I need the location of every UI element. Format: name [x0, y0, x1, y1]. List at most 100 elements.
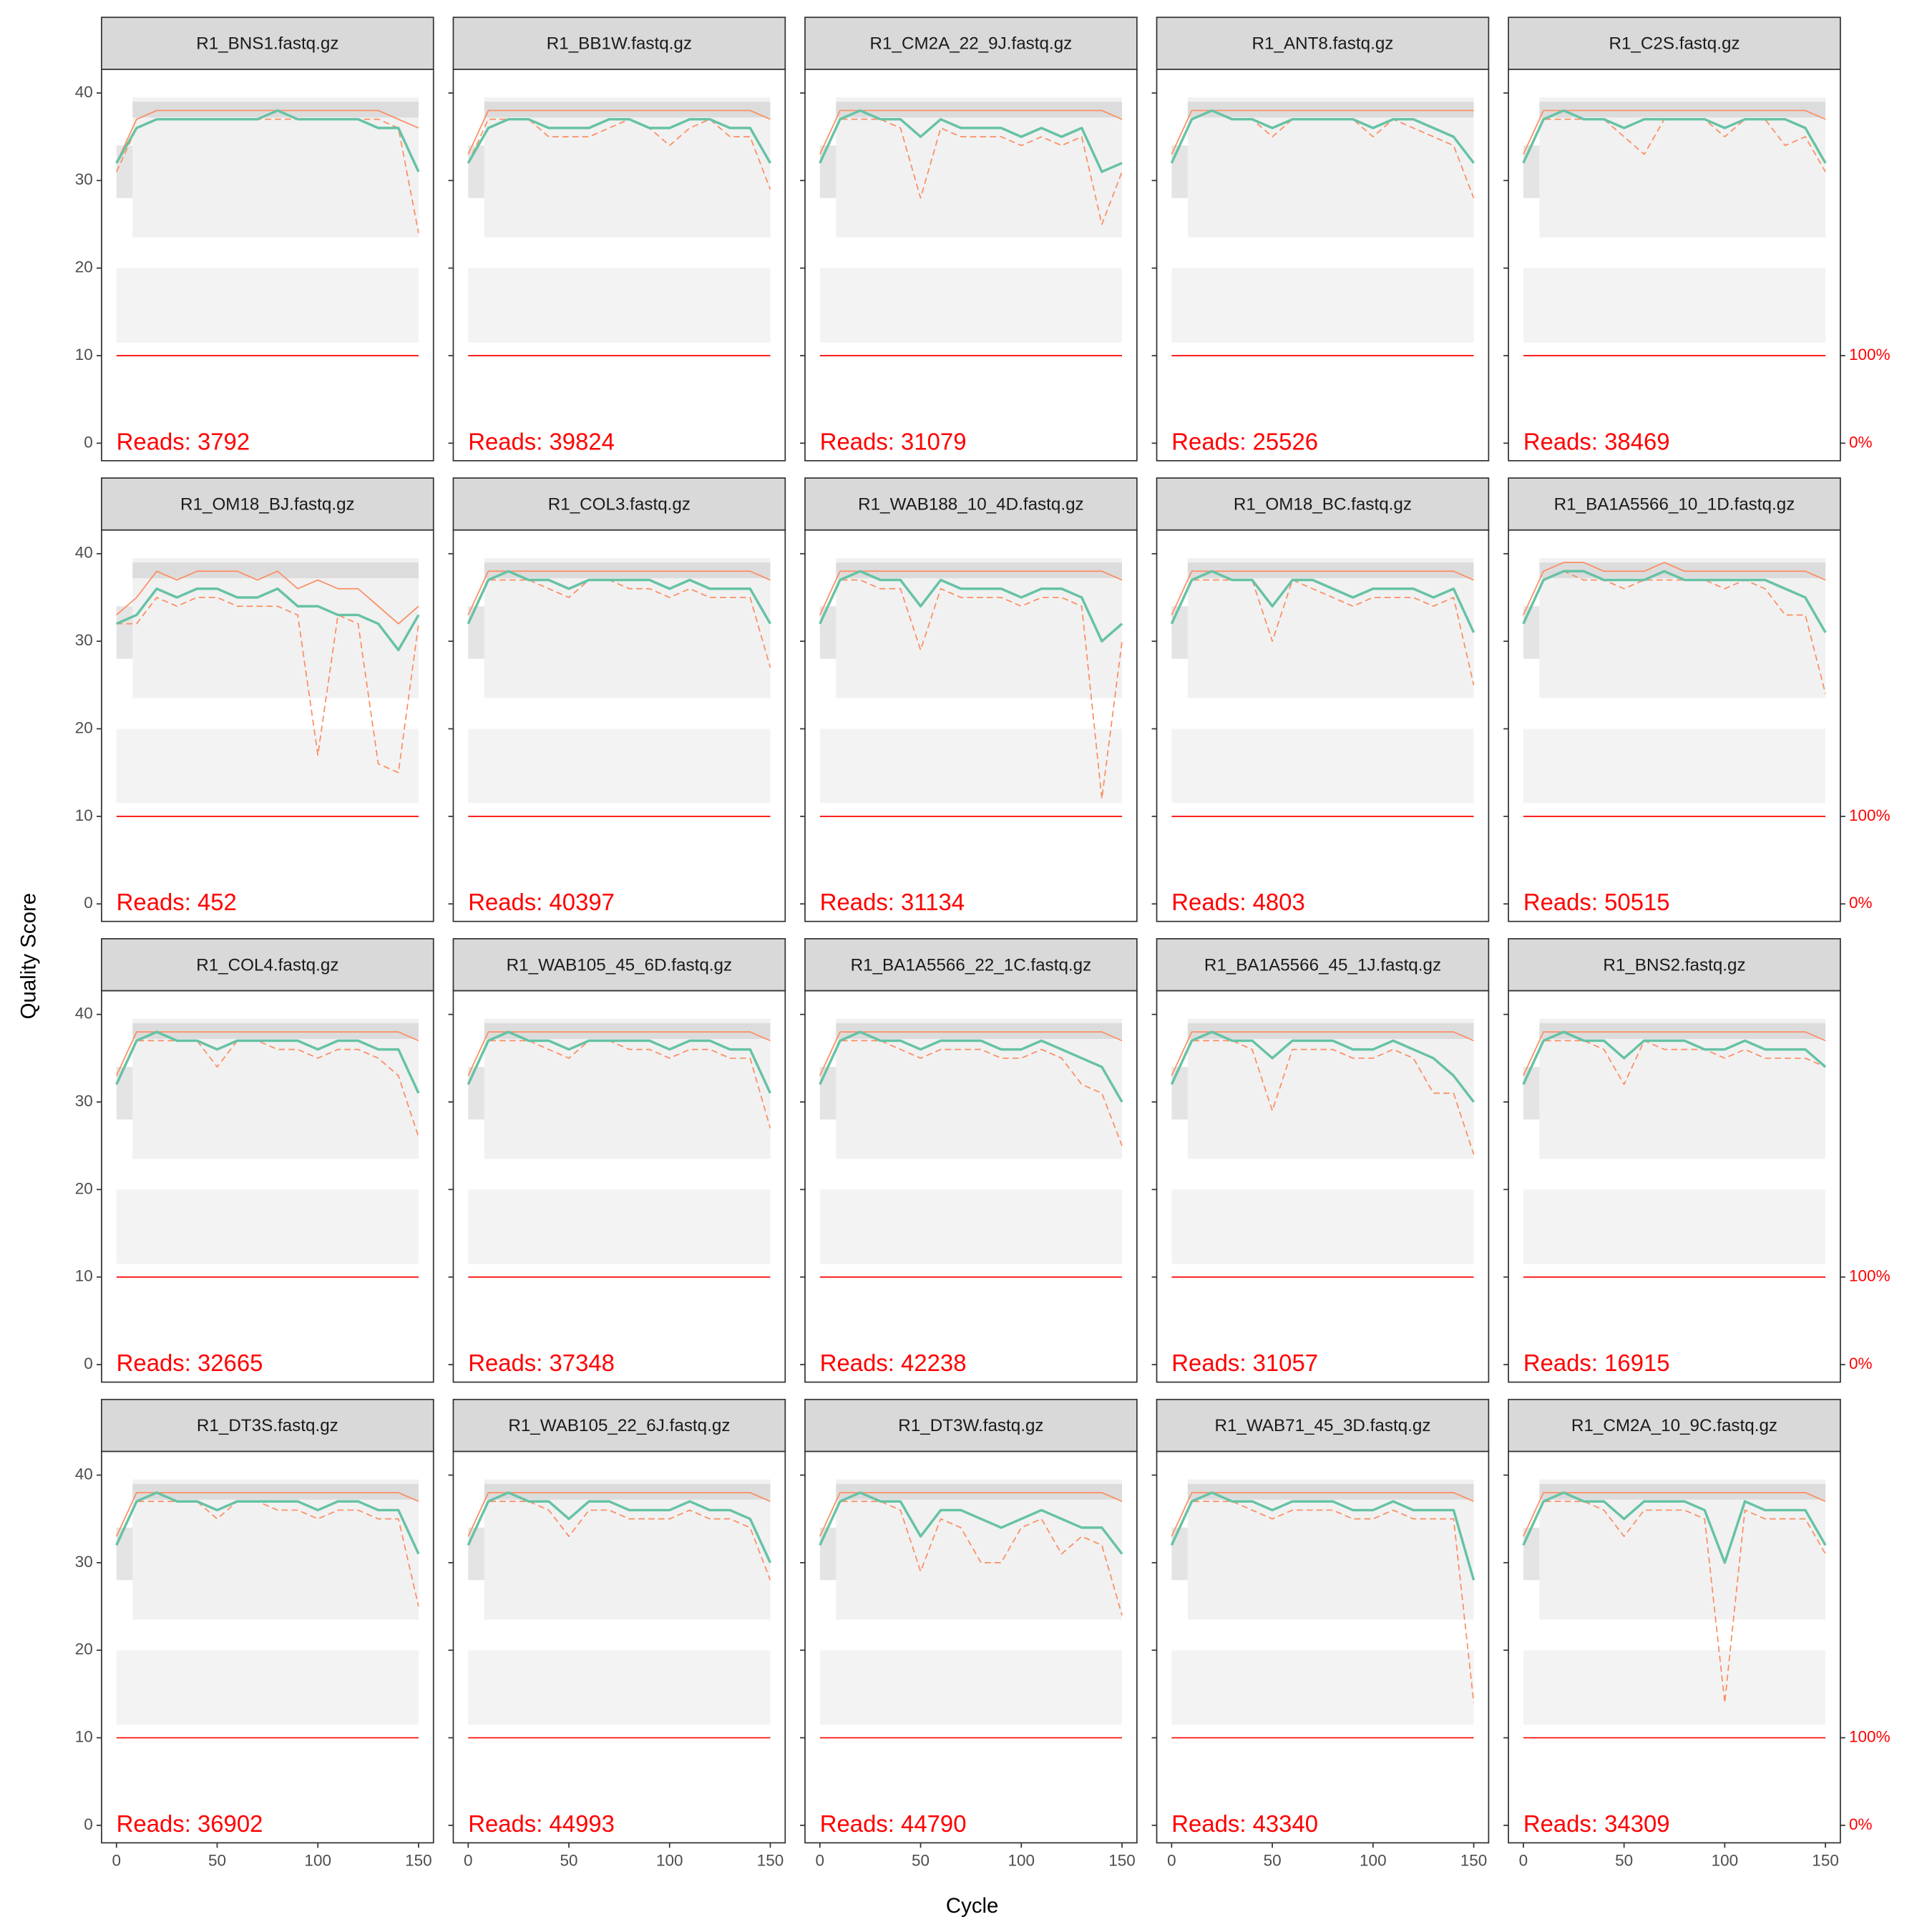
panel-border	[1156, 990, 1490, 1383]
panel-border	[804, 529, 1138, 922]
panel-border	[101, 990, 434, 1383]
heatmap-bg	[1523, 1067, 1540, 1120]
heatmap-bg	[1539, 97, 1826, 238]
quality-line	[467, 109, 771, 155]
heatmap-bg	[1171, 268, 1474, 343]
strip-title: R1_BB1W.fastq.gz	[547, 34, 692, 54]
x-tick-label: 100	[1360, 1851, 1387, 1869]
x-axis-title: Cycle	[946, 1894, 999, 1918]
heatmap-bg	[116, 1650, 419, 1725]
strip	[452, 477, 786, 531]
heatmap-bg	[1187, 1483, 1474, 1500]
y-tick-label: 20	[75, 1640, 93, 1658]
x-tick-label: 50	[1615, 1851, 1633, 1869]
reads-annotation: Reads: 16915	[1523, 1350, 1670, 1376]
strip-title: R1_WAB71_45_3D.fastq.gz	[1214, 1416, 1430, 1435]
facet: R1_COL3.fastq.gz Reads: 40397	[448, 477, 786, 922]
strip-title: R1_COL4.fastq.gz	[196, 955, 338, 975]
quality-line	[1523, 1492, 1826, 1537]
reads-annotation: Reads: 43340	[1171, 1810, 1318, 1837]
facet: R1_OM18_BC.fastq.gz Reads: 4803	[1151, 477, 1490, 922]
facet: R1_BA1A5566_10_1D.fastq.gz Reads: 50515 0%…	[1503, 477, 1890, 922]
heatmap-bg	[836, 1483, 1123, 1500]
quality-line	[819, 118, 1123, 225]
facet: R1_ANT8.fastq.gz Reads: 25526	[1151, 16, 1490, 462]
quality-line	[467, 1501, 771, 1581]
panel-border	[452, 990, 786, 1383]
y-tick-label: 30	[75, 1092, 93, 1110]
panel-border	[1508, 1450, 1841, 1844]
heatmap-bg	[132, 1479, 419, 1620]
heatmap-bg	[1523, 1650, 1826, 1725]
strip-title: R1_BNS1.fastq.gz	[196, 34, 338, 54]
heatmap-bg	[836, 562, 1123, 579]
heatmap-bg	[1523, 606, 1540, 659]
heatmap-bg	[1523, 145, 1540, 198]
quality-line	[1522, 109, 1827, 164]
quality-line	[1523, 570, 1826, 694]
heatmap-bg	[116, 1527, 133, 1581]
strip	[804, 938, 1138, 992]
facet: R1_BA1A5566_45_1J.fastq.gz Reads: 31057	[1151, 938, 1490, 1383]
quality-line	[1522, 1491, 1827, 1564]
quality-line	[115, 1040, 419, 1138]
facet: R1_COL4.fastq.gz Reads: 32665 0 10 20 30 40	[75, 938, 434, 1383]
quality-line	[115, 1492, 419, 1537]
x-tick-label: 50	[208, 1851, 226, 1869]
panel-border	[1156, 529, 1490, 922]
heatmap-bg	[819, 606, 836, 659]
heatmap-bg	[819, 728, 1123, 804]
heatmap-bg	[819, 268, 1123, 343]
reads-annotation: Reads: 42238	[820, 1350, 967, 1376]
heatmap-bg	[819, 145, 836, 198]
strip-title: R1_OM18_BJ.fastq.gz	[180, 495, 355, 514]
reads-annotation: Reads: 31134	[820, 889, 965, 915]
heatmap-bg	[116, 268, 419, 343]
facet: R1_CM2A_22_9J.fastq.gz Reads: 31079	[800, 16, 1138, 462]
heatmap-bg	[132, 97, 419, 238]
facet: R1_WAB105_22_6J.fastq.gz Reads: 44993 0 50 1…	[448, 1398, 786, 1869]
heatmap-bg	[116, 145, 133, 198]
quality-line	[467, 1492, 771, 1537]
y-axis-title: Quality Score	[16, 893, 40, 1020]
heatmap-bg	[468, 1189, 771, 1264]
strip	[101, 1398, 434, 1453]
reads-annotation: Reads: 31057	[1171, 1350, 1318, 1376]
strip	[1156, 938, 1490, 992]
x-tick-label: 50	[560, 1851, 578, 1869]
heatmap-bg	[132, 1483, 419, 1500]
heatmap-bg	[1539, 102, 1826, 118]
quality-line	[819, 1030, 1123, 1103]
heatmap-bg	[132, 1023, 419, 1039]
quality-line	[1171, 1501, 1475, 1703]
x-tick-label: 150	[405, 1851, 432, 1869]
quality-line	[467, 117, 771, 164]
heatmap-bg	[1187, 97, 1474, 238]
quality-line	[115, 1030, 420, 1094]
strip	[1508, 477, 1841, 531]
reads-annotation: Reads: 452	[117, 889, 237, 915]
quality-line	[467, 1031, 771, 1076]
heatmap-bg	[1539, 557, 1826, 698]
y2-tick-label: 0%	[1849, 1355, 1873, 1372]
strip-title: R1_ANT8.fastq.gz	[1252, 34, 1394, 54]
y-tick-label: 30	[75, 631, 93, 649]
heatmap-bg	[468, 145, 484, 198]
heatmap-bg	[468, 1067, 484, 1120]
x-tick-label: 150	[1460, 1851, 1488, 1869]
heatmap-bg	[132, 557, 419, 698]
quality-line	[1171, 1040, 1475, 1155]
x-tick-label: 0	[1167, 1851, 1176, 1869]
strip-title: R1_C2S.fastq.gz	[1609, 34, 1740, 54]
quality-line	[116, 597, 419, 774]
heatmap-bg	[836, 102, 1123, 118]
reads-annotation: Reads: 50515	[1523, 889, 1670, 915]
y2-tick-label: 100%	[1849, 1727, 1890, 1745]
heatmap-bg	[1171, 145, 1188, 198]
heatmap-bg	[484, 1483, 771, 1500]
heatmap-bg	[116, 1067, 133, 1120]
strip	[452, 16, 786, 70]
panel-border	[804, 69, 1138, 462]
panel-border	[1156, 1450, 1490, 1844]
quality-line	[1522, 1030, 1827, 1085]
